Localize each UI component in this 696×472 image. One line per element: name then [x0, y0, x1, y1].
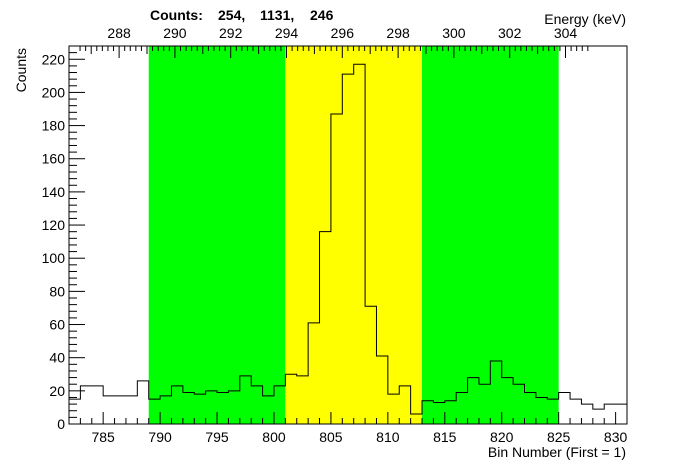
- region-bands: [148, 46, 559, 424]
- histogram-line: [69, 63, 627, 415]
- counts-title-value-2: 1131,: [260, 7, 294, 23]
- y-tick-label: 40: [49, 350, 65, 366]
- top-axis: 288 290 292 294 296 298 300 302 304: [79, 25, 589, 58]
- bottom-axis: 785 790 795 800 805 810 815 820 825 830: [68, 412, 628, 445]
- y-tick-label: 140: [42, 184, 66, 200]
- top-tick-label: 296: [331, 25, 355, 41]
- x-tick-label: 795: [205, 429, 229, 445]
- x-tick-label: 785: [91, 429, 115, 445]
- region-peak: [285, 46, 423, 424]
- y-tick-label: 0: [57, 416, 65, 432]
- left-axis: 0 20 40 60 80 100 120 140 160 180 200 220: [42, 45, 85, 432]
- y-tick-label: 180: [42, 118, 66, 134]
- top-axis-label: Energy (keV): [544, 11, 626, 27]
- y-tick-label: 20: [49, 383, 65, 399]
- x-tick-label: 825: [547, 429, 571, 445]
- y-tick-label: 60: [49, 317, 65, 333]
- y-tick-label: 160: [42, 151, 66, 167]
- y-tick-label: 200: [42, 84, 66, 100]
- x-tick-label: 805: [319, 429, 343, 445]
- x-tick-label: 810: [376, 429, 400, 445]
- top-tick-label: 300: [442, 25, 466, 41]
- top-tick-label: 288: [107, 25, 131, 41]
- y-axis-label: Counts: [13, 48, 29, 92]
- counts-title-value-3: 246: [310, 7, 334, 23]
- x-tick-label: 815: [433, 429, 457, 445]
- y-tick-label: 120: [42, 217, 66, 233]
- y-tick-label: 100: [42, 250, 66, 266]
- counts-title-value-1: 254,: [218, 7, 245, 23]
- top-tick-label: 294: [275, 25, 299, 41]
- x-tick-label: 830: [604, 429, 628, 445]
- x-tick-label: 790: [148, 429, 172, 445]
- y-tick-label: 220: [42, 51, 66, 67]
- y-tick-label: 80: [49, 283, 65, 299]
- x-tick-label: 800: [262, 429, 286, 445]
- top-tick-label: 292: [219, 25, 243, 41]
- x-axis-label: Bin Number (First = 1): [488, 444, 626, 460]
- x-tick-label: 820: [490, 429, 514, 445]
- counts-title-prefix: Counts:: [150, 7, 203, 23]
- region-background-left: [148, 46, 286, 424]
- top-tick-label: 302: [498, 25, 522, 41]
- top-tick-label: 298: [386, 25, 410, 41]
- top-tick-label: 304: [554, 25, 578, 41]
- top-tick-label: 290: [163, 25, 187, 41]
